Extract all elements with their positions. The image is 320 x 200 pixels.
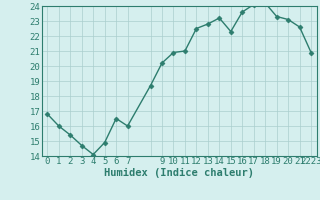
X-axis label: Humidex (Indice chaleur): Humidex (Indice chaleur) — [104, 168, 254, 178]
